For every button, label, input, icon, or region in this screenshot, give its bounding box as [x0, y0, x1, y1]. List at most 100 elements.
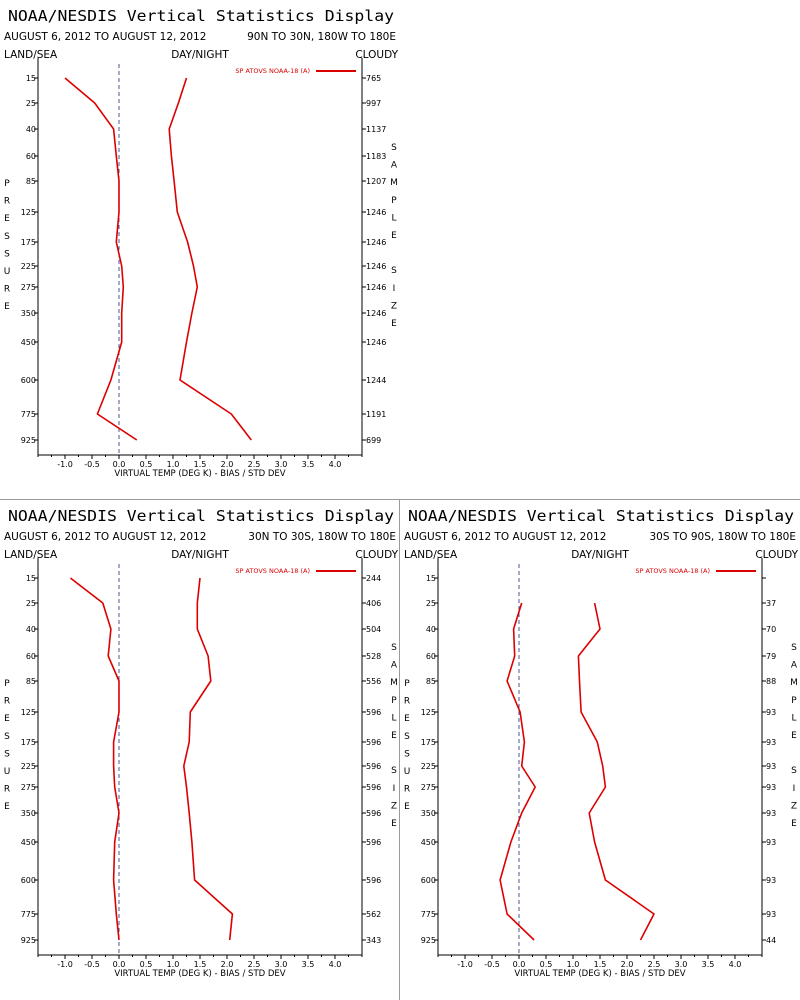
- legend-label: SP ATOVS NOAA-18 (A): [235, 67, 310, 75]
- pressure-tick-label: 350: [21, 809, 36, 818]
- sample-size-axis-letter: E: [391, 731, 397, 741]
- pressure-tick-label: 450: [21, 838, 36, 847]
- sample-size-label: 1183: [366, 152, 386, 161]
- chart-svg: NOAA/NESDIS Vertical Statistics Display A…: [404, 507, 799, 979]
- sample-size-label: 562: [366, 910, 381, 919]
- sample-size-axis-letter: L: [391, 713, 396, 723]
- sample-size-axis-letter: P: [391, 196, 397, 206]
- sample-size-axis-letter: P: [791, 696, 797, 706]
- pressure-axis-letter: U: [404, 767, 411, 777]
- pressure-axis-letter: E: [4, 802, 10, 812]
- pressure-tick-label: 25: [26, 99, 36, 108]
- x-tick-label: 4.0: [329, 460, 342, 469]
- pressure-tick-label: 225: [421, 762, 436, 771]
- pressure-tick-label: 125: [21, 208, 36, 217]
- sample-size-axis-letter: M: [390, 178, 398, 188]
- pressure-tick-label: 600: [21, 376, 36, 385]
- x-tick-label: 1.5: [194, 460, 207, 469]
- pressure-tick-label: 925: [21, 936, 36, 945]
- pressure-tick-label: 275: [21, 783, 36, 792]
- x-tick-label: 0.5: [540, 960, 553, 969]
- pressure-tick-label: 175: [421, 738, 436, 747]
- cloudy-label: CLOUDY: [755, 549, 798, 561]
- date-range: AUGUST 6, 2012 TO AUGUST 12, 2012: [4, 31, 206, 43]
- x-tick-label: 4.0: [729, 960, 742, 969]
- pressure-tick-label: 125: [421, 708, 436, 717]
- pressure-tick-label: 600: [21, 876, 36, 885]
- pressure-tick-label: 275: [421, 783, 436, 792]
- x-tick-label: -0.5: [84, 460, 100, 469]
- chart-svg: NOAA/NESDIS Vertical Statistics Display A…: [4, 7, 399, 479]
- region-label: 30N TO 30S, 180W TO 180E: [248, 531, 396, 543]
- sample-size-label: 596: [366, 762, 381, 771]
- land-sea-label: LAND/SEA: [4, 49, 58, 61]
- pressure-axis-letter: R: [404, 785, 410, 795]
- pressure-tick-label: 600: [421, 876, 436, 885]
- sample-size-axis-letter: I: [793, 784, 796, 794]
- sample-size-label: 1207: [366, 177, 386, 186]
- day-night-label: DAY/NIGHT: [171, 549, 229, 561]
- sample-size-axis-letter: S: [791, 643, 797, 653]
- sample-size-label: 596: [366, 809, 381, 818]
- chart-title: NOAA/NESDIS Vertical Statistics Display: [408, 507, 794, 525]
- pressure-axis-letter: S: [4, 249, 10, 259]
- chart-svg: NOAA/NESDIS Vertical Statistics Display A…: [4, 507, 399, 979]
- pressure-tick-label: 775: [21, 410, 36, 419]
- pressure-tick-label: 25: [426, 599, 436, 608]
- pressure-tick-label: 275: [21, 283, 36, 292]
- pressure-tick-label: 775: [21, 910, 36, 919]
- sample-size-axis-letter: E: [391, 819, 397, 829]
- series-line-bias: [64, 77, 138, 441]
- sample-size-label: 93: [766, 876, 776, 885]
- sample-size-label: 93: [766, 838, 776, 847]
- sample-size-label: 93: [766, 783, 776, 792]
- sample-size-label: 765: [366, 74, 381, 83]
- x-tick-label: 1.0: [567, 960, 580, 969]
- sample-size-axis-letter: E: [391, 231, 397, 241]
- pressure-tick-label: 60: [26, 652, 36, 661]
- sample-size-label: 343: [366, 936, 381, 945]
- pressure-axis-letter: P: [4, 179, 10, 189]
- pressure-tick-label: 15: [26, 574, 36, 583]
- sample-size-label: 1246: [366, 283, 386, 292]
- day-night-label: DAY/NIGHT: [171, 49, 229, 61]
- sample-size-axis-letter: A: [391, 661, 398, 671]
- pressure-tick-label: 450: [421, 838, 436, 847]
- sample-size-axis-letter: P: [391, 696, 397, 706]
- pressure-tick-label: 15: [26, 74, 36, 83]
- pressure-tick-label: 225: [21, 262, 36, 271]
- pressure-axis-letter: E: [4, 302, 10, 312]
- pressure-axis-letter: S: [4, 749, 10, 759]
- x-tick-label: -0.5: [484, 960, 500, 969]
- pressure-tick-label: 40: [26, 125, 36, 134]
- x-tick-label: -1.0: [57, 460, 73, 469]
- pressure-tick-label: 85: [26, 677, 36, 686]
- legend-label: SP ATOVS NOAA-18 (A): [635, 567, 710, 575]
- pressure-tick-label: 15: [426, 574, 436, 583]
- x-axis-label: VIRTUAL TEMP (DEG K) - BIAS / STD DEV: [114, 969, 285, 979]
- sample-size-label: 1246: [366, 309, 386, 318]
- sample-size-label: 528: [366, 652, 381, 661]
- x-tick-label: 1.0: [167, 960, 180, 969]
- sample-size-axis-letter: E: [791, 819, 797, 829]
- series-line-std-dev: [183, 577, 234, 941]
- x-tick-label: 2.0: [621, 960, 634, 969]
- sample-size-label: 93: [766, 708, 776, 717]
- sample-size-axis-letter: S: [391, 766, 397, 776]
- x-tick-label: 0.5: [140, 460, 153, 469]
- x-tick-label: 2.0: [221, 460, 234, 469]
- x-tick-label: 1.0: [167, 460, 180, 469]
- sample-size-axis-letter: Z: [391, 801, 397, 811]
- legend-label: SP ATOVS NOAA-18 (A): [235, 567, 310, 575]
- chart-panel-north: NOAA/NESDIS Vertical Statistics Display A…: [0, 0, 400, 500]
- sample-size-axis-letter: L: [391, 213, 396, 223]
- pressure-tick-label: 60: [426, 652, 436, 661]
- sample-size-axis-letter: E: [791, 731, 797, 741]
- date-range: AUGUST 6, 2012 TO AUGUST 12, 2012: [404, 531, 606, 543]
- x-tick-label: 2.5: [248, 960, 261, 969]
- sample-size-label: 1246: [366, 208, 386, 217]
- x-tick-label: -0.5: [84, 960, 100, 969]
- sample-size-label: 596: [366, 838, 381, 847]
- pressure-tick-label: 225: [21, 762, 36, 771]
- x-axis-label: VIRTUAL TEMP (DEG K) - BIAS / STD DEV: [114, 469, 285, 479]
